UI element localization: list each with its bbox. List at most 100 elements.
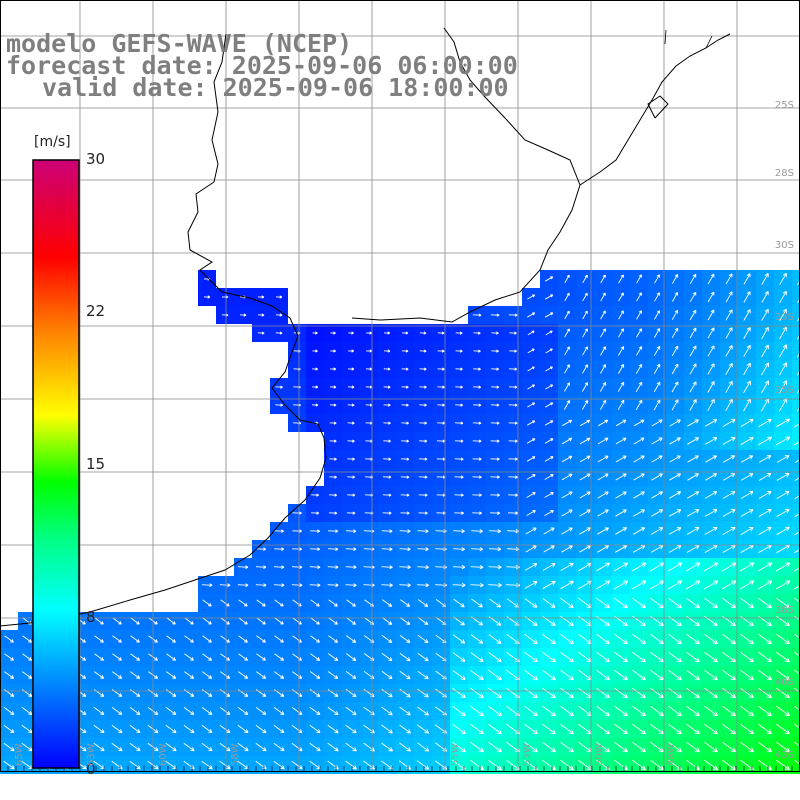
wind-arrow: [560, 562, 574, 571]
wind-arrow: [758, 687, 772, 699]
wind-arrow: [707, 291, 715, 303]
wind-arrow: [201, 583, 213, 588]
wind-arrow: [542, 687, 556, 699]
wind-arrow: [564, 364, 570, 374]
wind-arrow: [686, 669, 700, 681]
wind-arrow: [597, 545, 610, 553]
wind-arrow: [582, 382, 589, 392]
colorbar-tick-label: 0: [86, 760, 96, 778]
wind-arrow: [542, 759, 556, 771]
wind-arrow: [472, 475, 482, 479]
wind-arrow: [740, 526, 754, 535]
wind-arrow: [668, 669, 682, 681]
wind-arrow: [600, 346, 606, 356]
wind-arrow: [686, 705, 700, 717]
wind-arrow: [776, 723, 790, 735]
wind-arrow: [668, 723, 682, 735]
wind-arrow: [328, 635, 339, 643]
wind-arrow: [740, 418, 754, 427]
wind-arrow: [722, 544, 736, 553]
wind-arrow: [309, 565, 321, 570]
wind-arrow: [672, 292, 679, 302]
coastline: [664, 29, 713, 49]
wind-speed-cell: [792, 576, 800, 594]
wind-arrow: [455, 331, 463, 335]
wind-arrow: [758, 669, 772, 681]
wind-arrow: [472, 439, 482, 443]
wind-arrow: [470, 687, 484, 699]
wind-arrow: [329, 439, 337, 443]
wind-arrow: [631, 580, 647, 590]
wind-arrow: [722, 759, 736, 771]
wind-arrow: [526, 492, 536, 498]
wind-arrow: [399, 688, 411, 698]
wind-arrow: [366, 349, 373, 353]
wind-arrow: [722, 509, 736, 517]
wind-arrow: [544, 420, 554, 426]
wind-arrow: [796, 369, 800, 376]
wind-arrow: [794, 459, 800, 463]
latitude-label: 30S: [774, 240, 794, 251]
wind-arrow: [671, 399, 679, 411]
wind-arrow: [327, 760, 339, 770]
title-valid-date: valid date: 2025-09-06 18:00:00: [42, 73, 509, 102]
wind-arrow: [129, 742, 141, 752]
wind-arrow: [740, 723, 754, 735]
wind-arrow: [345, 760, 357, 770]
wind-arrow: [490, 439, 500, 443]
wind-arrow: [667, 580, 683, 590]
wind-arrow: [347, 457, 355, 461]
wind-arrow: [399, 617, 411, 625]
wind-arrow: [274, 635, 284, 643]
wind-arrow: [794, 633, 800, 639]
wind-arrow: [668, 545, 682, 553]
wind-arrow: [184, 653, 195, 661]
wind-arrow: [345, 688, 357, 698]
wind-arrow: [238, 635, 248, 643]
wind-arrow: [651, 473, 663, 481]
wind-arrow: [722, 723, 736, 735]
wind-arrow: [508, 403, 518, 407]
wind-arrow: [381, 547, 393, 552]
wind-arrow: [596, 687, 610, 699]
wind-arrow: [383, 439, 391, 443]
wind-arrow: [794, 669, 800, 675]
wind-arrow: [653, 399, 661, 411]
wind-arrow: [274, 599, 284, 607]
wind-arrow: [417, 599, 429, 607]
wind-arrow: [381, 583, 393, 588]
wind-arrow: [273, 707, 285, 716]
wind-arrow: [257, 313, 265, 317]
wind-arrow: [328, 599, 338, 607]
wind-arrow: [526, 420, 536, 426]
wind-arrow: [437, 421, 446, 425]
wind-arrow: [794, 705, 800, 711]
wind-arrow: [725, 291, 733, 303]
wind-arrow: [383, 421, 391, 425]
wind-arrow: [560, 741, 574, 753]
longitude-label: 58W: [230, 743, 241, 766]
wind-arrow: [183, 742, 195, 752]
wind-arrow: [309, 742, 321, 752]
wind-arrow: [653, 363, 661, 375]
wind-arrow: [544, 438, 554, 444]
wind-arrow: [526, 438, 536, 444]
wind-arrow: [506, 547, 520, 552]
wind-arrow: [3, 707, 15, 716]
wind-arrow: [542, 563, 556, 571]
wind-speed-cell: [792, 288, 800, 306]
wind-speed-cell: [792, 468, 800, 486]
wind-speed-cell: [792, 324, 800, 342]
wind-arrow: [202, 635, 212, 643]
wind-arrow: [582, 310, 588, 320]
wind-arrow: [417, 583, 430, 588]
wind-arrow: [596, 669, 610, 681]
wind-arrow: [613, 562, 629, 572]
wind-arrow: [381, 529, 393, 534]
wind-arrow: [544, 294, 554, 300]
wind-arrow: [707, 345, 715, 357]
wind-arrow: [687, 419, 699, 427]
wind-arrow: [381, 706, 393, 716]
wind-arrow: [309, 583, 321, 588]
wind-arrow: [455, 367, 463, 371]
